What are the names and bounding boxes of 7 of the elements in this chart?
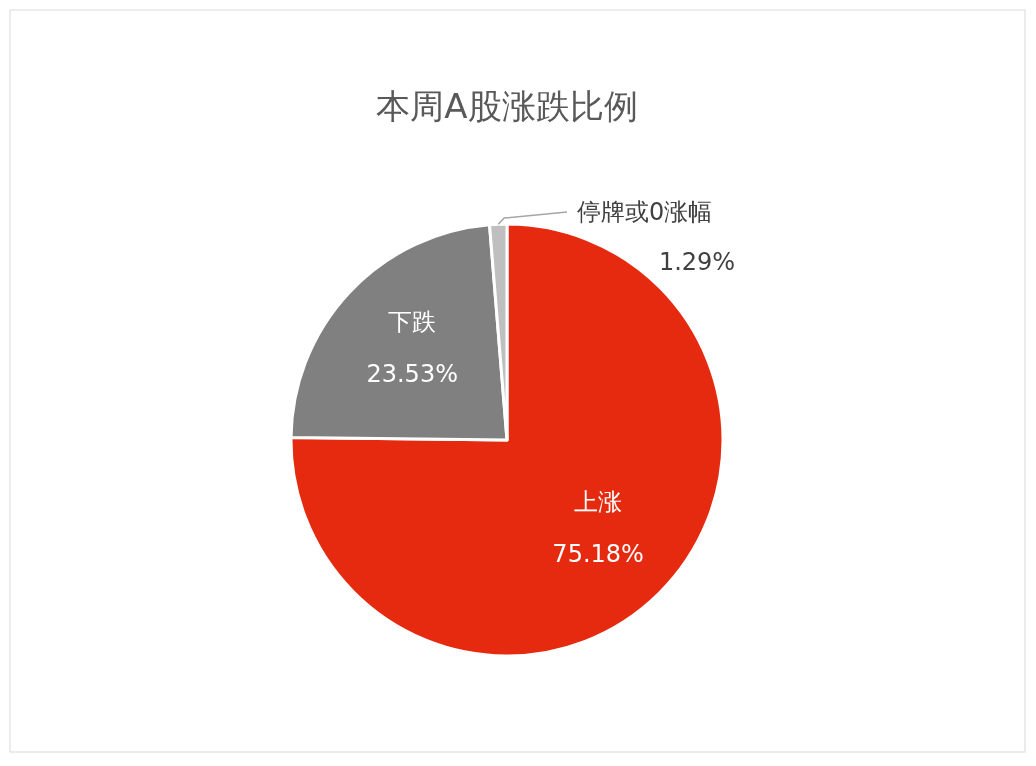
data-label: 75.18% xyxy=(552,540,644,569)
data-label: 1.29% xyxy=(658,248,736,276)
slice-label: 下跌 xyxy=(388,307,437,336)
slice-label: 停牌或0涨幅 xyxy=(577,198,713,226)
chart-title: 本周A股涨跌比例 xyxy=(376,86,638,126)
slice-label: 上涨 xyxy=(574,488,623,517)
data-label: 23.53% xyxy=(366,359,458,388)
